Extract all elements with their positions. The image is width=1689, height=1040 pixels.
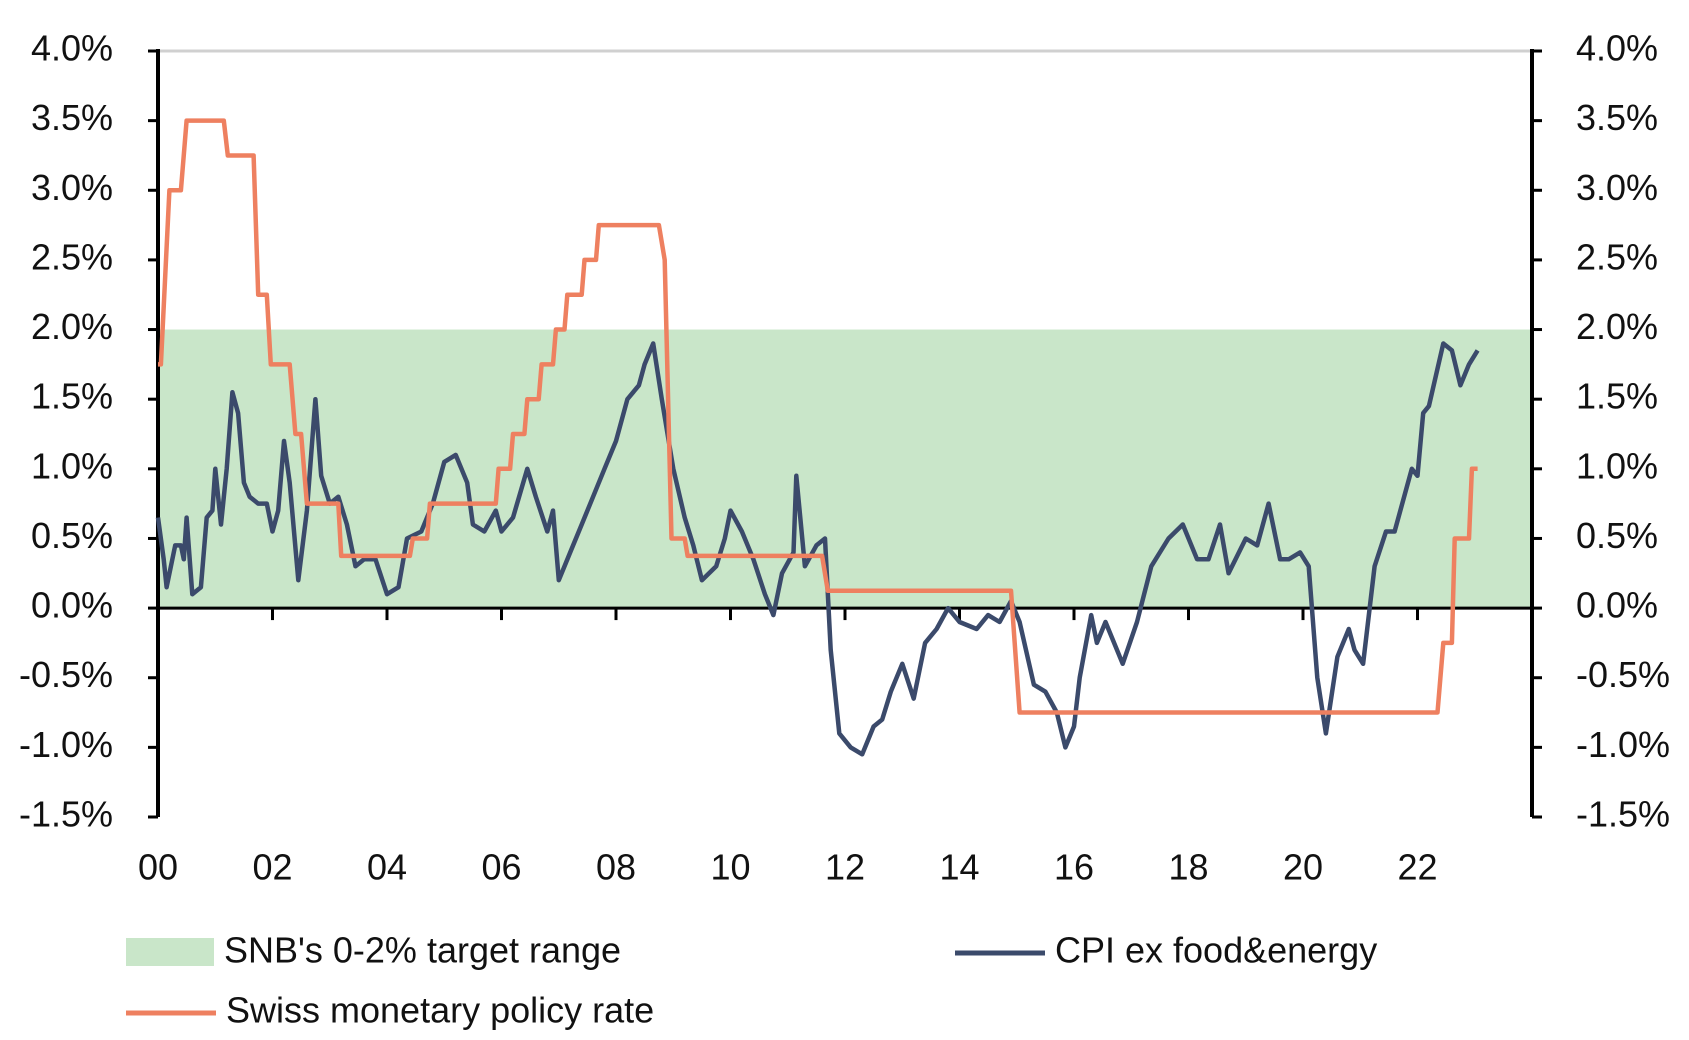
y2-tick-label: 1.5% (1576, 376, 1658, 417)
x-tick-label: 18 (1168, 847, 1208, 888)
y-tick-label: 3.5% (31, 97, 113, 138)
series-line (155, 341, 1480, 757)
series-line (158, 118, 1478, 715)
y2-tick-label: -1.0% (1576, 724, 1670, 765)
y-tick-label: 2.0% (31, 306, 113, 347)
x-tick-label: 10 (710, 847, 750, 888)
y2-tick-label: 4.0% (1576, 28, 1658, 69)
x-tick-label: 20 (1283, 847, 1323, 888)
y-tick-label: 4.0% (31, 28, 113, 69)
x-tick-label: 08 (596, 847, 636, 888)
y2-tick-label: 3.0% (1576, 167, 1658, 208)
x-tick-label: 14 (939, 847, 979, 888)
x-tick-label: 04 (367, 847, 407, 888)
y-tick-label: 0.0% (31, 585, 113, 626)
x-tick-label: 12 (825, 847, 865, 888)
y2-tick-label: -1.5% (1576, 794, 1670, 835)
y-tick-label: 3.0% (31, 167, 113, 208)
legend-label: CPI ex food&energy (1055, 930, 1377, 971)
y-tick-label: 0.5% (31, 515, 113, 556)
legend-label: SNB's 0-2% target range (224, 930, 621, 971)
x-tick-label: 02 (252, 847, 292, 888)
y2-tick-label: 0.5% (1576, 515, 1658, 556)
x-tick-label: 16 (1054, 847, 1094, 888)
x-tick-label: 00 (138, 847, 178, 888)
y-tick-label: -0.5% (19, 654, 113, 695)
y2-tick-label: 2.0% (1576, 306, 1658, 347)
y-tick-label: 2.5% (31, 236, 113, 277)
y2-tick-label: 1.0% (1576, 445, 1658, 486)
y2-tick-label: 0.0% (1576, 585, 1658, 626)
legend-label: Swiss monetary policy rate (226, 990, 654, 1031)
target-band (158, 329, 1532, 609)
y2-tick-label: 2.5% (1576, 236, 1658, 277)
x-tick-label: 06 (481, 847, 521, 888)
y-tick-label: -1.0% (19, 724, 113, 765)
y-tick-label: 1.0% (31, 445, 113, 486)
y-tick-label: 1.5% (31, 376, 113, 417)
y2-tick-label: -0.5% (1576, 654, 1670, 695)
x-tick-label: 22 (1397, 847, 1437, 888)
y-tick-label: -1.5% (19, 794, 113, 835)
legend-swatch (126, 938, 214, 966)
y2-tick-label: 3.5% (1576, 97, 1658, 138)
